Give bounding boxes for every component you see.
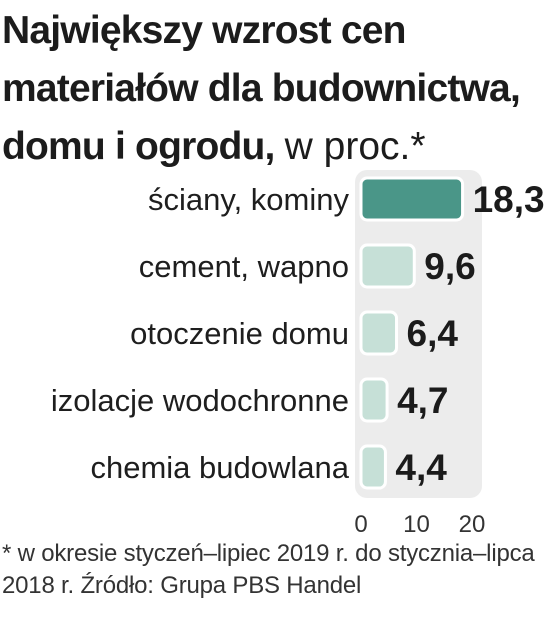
chart-title-unit: w proc.* — [284, 125, 426, 168]
bar-4 — [359, 377, 389, 423]
bar-2 — [359, 243, 416, 289]
value-label-2: 9,6 — [424, 246, 475, 287]
x-tick-label-2: 10 — [403, 511, 430, 538]
bar-chart: ściany, kominy 18,3 cement, wapno 9,6 otocze… — [51, 170, 545, 538]
value-label-5: 4,4 — [395, 447, 447, 488]
category-label-3: otoczenie domu — [130, 316, 349, 351]
value-label-3: 6,4 — [407, 313, 459, 354]
x-tick-label-1: 0 — [354, 511, 367, 538]
category-label-5: chemia budowlana — [90, 450, 349, 485]
x-tick-label-3: 20 — [459, 511, 486, 538]
bar-1 — [359, 176, 465, 222]
category-label-4: izolacje wodochronne — [51, 383, 349, 418]
category-label-1: ściany, kominy — [148, 182, 349, 217]
bar-3 — [359, 310, 399, 356]
bar-5 — [359, 444, 387, 490]
category-label-2: cement, wapno — [139, 249, 349, 284]
chart-title-text: Największy wzrost cen materiałów dla bud… — [2, 9, 521, 168]
value-label-1: 18,3 — [473, 179, 545, 220]
chart-title: Największy wzrost cen materiałów dla bud… — [2, 2, 550, 176]
footnote: * w okresie styczeń–lipiec 2019 r. do st… — [2, 540, 535, 599]
value-label-4: 4,7 — [397, 380, 448, 421]
